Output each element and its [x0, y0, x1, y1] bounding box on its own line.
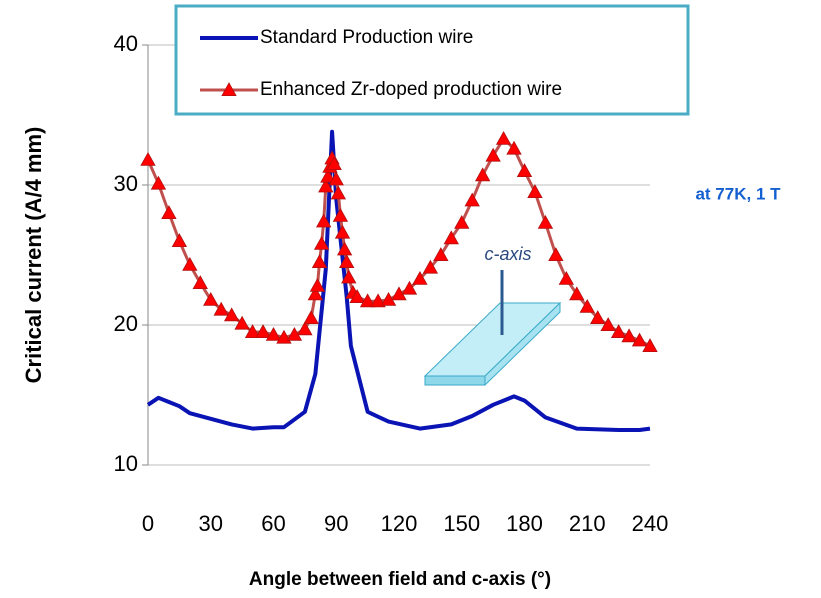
marker: [454, 214, 470, 229]
tape-inset: [423, 270, 562, 387]
y-tick-label: 30: [114, 171, 138, 196]
marker: [495, 130, 512, 145]
marker: [621, 328, 637, 343]
y-axis-label: Critical current (A/4 mm): [21, 127, 46, 384]
legend-marker: [221, 82, 237, 96]
marker: [161, 205, 177, 220]
marker: [309, 277, 326, 292]
marker: [474, 167, 491, 182]
series-line: [146, 137, 651, 348]
y-tick-label: 10: [114, 451, 138, 476]
x-tick-label: 0: [142, 511, 154, 536]
marker: [182, 256, 198, 271]
marker: [548, 247, 564, 262]
marker: [203, 291, 219, 306]
marker: [412, 270, 428, 285]
x-axis-label: Angle between field and c-axis (°): [249, 569, 551, 590]
marker: [223, 307, 240, 322]
marker: [558, 270, 575, 285]
marker: [600, 317, 616, 332]
marker: [171, 233, 188, 248]
marker: [359, 293, 376, 308]
marker: [433, 247, 449, 262]
marker: [318, 178, 334, 193]
marker: [332, 207, 349, 222]
marker: [590, 310, 606, 325]
x-tick-label: 90: [324, 511, 348, 536]
marker: [443, 230, 459, 245]
marker: [255, 324, 271, 339]
marker: [234, 315, 250, 330]
x-tick-label: 180: [506, 511, 543, 536]
marker: [326, 156, 342, 171]
marker: [311, 254, 328, 269]
marker: [537, 214, 554, 229]
marker: [297, 321, 313, 336]
marker: [569, 286, 585, 301]
marker: [527, 184, 543, 199]
marker: [422, 259, 439, 274]
marker: [610, 324, 627, 339]
marker: [334, 224, 351, 239]
legend-label: Standard Production wire: [260, 27, 473, 48]
marker: [339, 254, 355, 269]
marker: [464, 192, 480, 207]
marker: [307, 286, 324, 301]
series-line: [146, 129, 651, 432]
marker: [341, 269, 357, 284]
x-tick-label: 60: [261, 511, 285, 536]
marker: [150, 175, 167, 190]
legend-box: [174, 4, 690, 116]
marker: [244, 324, 261, 339]
legend-label: Enhanced Zr-doped production wire: [260, 79, 562, 100]
marker: [316, 213, 332, 228]
marker: [320, 168, 336, 183]
marker: [336, 241, 353, 256]
condition-note: at 77K, 1 T: [695, 184, 781, 203]
marker: [401, 280, 418, 295]
c-axis-label: c-axis: [484, 244, 531, 264]
marker: [642, 338, 658, 353]
x-tick-label: 30: [199, 511, 223, 536]
marker: [330, 185, 347, 200]
x-tick-label: 120: [381, 511, 418, 536]
y-tick-label: 40: [114, 31, 138, 56]
x-tick-label: 240: [632, 511, 669, 536]
marker: [506, 140, 522, 155]
marker: [485, 147, 501, 162]
x-tick-label: 210: [569, 511, 606, 536]
marker: [213, 301, 229, 316]
marker: [516, 163, 533, 178]
marker: [140, 151, 156, 166]
marker: [313, 235, 330, 250]
marker: [370, 293, 386, 308]
x-tick-label: 150: [443, 511, 480, 536]
marker: [265, 326, 282, 341]
y-tick-label: 20: [114, 311, 138, 336]
marker: [303, 310, 319, 325]
marker: [328, 171, 344, 186]
marker: [631, 332, 648, 347]
marker: [192, 275, 208, 290]
marker: [349, 289, 365, 304]
marker: [579, 298, 595, 313]
